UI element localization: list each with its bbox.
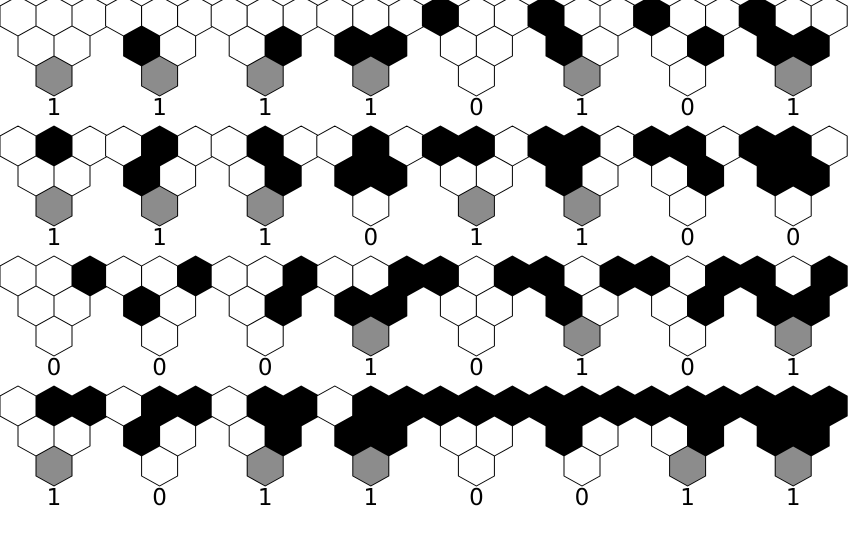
result-hexagon xyxy=(246,315,284,357)
result-hexagon xyxy=(563,55,601,97)
result-hexagon xyxy=(774,185,812,227)
rule-result-label: 1 xyxy=(575,225,590,251)
rule-result-label: 1 xyxy=(47,95,62,121)
result-hexagon xyxy=(246,185,284,227)
rule-cell: 0 xyxy=(527,385,637,511)
result-hexagon xyxy=(35,315,73,357)
rule-cell: 1 xyxy=(738,385,848,511)
result-hexagon xyxy=(35,55,73,97)
rule-result-label: 1 xyxy=(363,485,378,511)
rule-cell: 1 xyxy=(738,0,848,121)
result-hexagon xyxy=(457,185,495,227)
rule-cell: 1 xyxy=(105,125,215,251)
rule-result-label: 1 xyxy=(363,355,378,381)
rule-cell: 1 xyxy=(316,255,426,381)
rule-result-label: 0 xyxy=(575,485,590,511)
rule-cell: 1 xyxy=(210,0,320,121)
rule-cell: 1 xyxy=(210,385,320,511)
rule-result-label: 0 xyxy=(680,355,695,381)
rule-result-label: 1 xyxy=(258,225,273,251)
rule-cell: 1 xyxy=(316,0,426,121)
result-hexagon xyxy=(774,445,812,487)
rule-cell: 0 xyxy=(421,0,531,121)
rule-result-label: 1 xyxy=(575,95,590,121)
result-hexagon xyxy=(352,315,390,357)
result-hexagon xyxy=(141,315,179,357)
rule-result-label: 1 xyxy=(363,95,378,121)
rule-cell: 0 xyxy=(210,255,320,381)
rule-result-label: 1 xyxy=(469,225,484,251)
result-hexagon xyxy=(141,185,179,227)
result-hexagon xyxy=(352,185,390,227)
rule-result-label: 1 xyxy=(152,95,167,121)
rule-cell: 0 xyxy=(0,255,109,381)
rule-cell: 1 xyxy=(527,125,637,251)
result-hexagon xyxy=(669,55,707,97)
rule-result-label: 0 xyxy=(469,485,484,511)
rule-cell: 1 xyxy=(421,125,531,251)
result-hexagon xyxy=(563,445,601,487)
rule-result-label: 0 xyxy=(152,355,167,381)
rule-result-label: 0 xyxy=(47,355,62,381)
rule-cell: 1 xyxy=(527,0,637,121)
rule-result-label: 0 xyxy=(786,225,801,251)
rule-cell: 1 xyxy=(105,0,215,121)
rule-cell: 0 xyxy=(105,385,215,511)
rule-result-label: 1 xyxy=(152,225,167,251)
rule-cell: 0 xyxy=(738,125,848,251)
result-hexagon xyxy=(457,55,495,97)
rule-result-label: 1 xyxy=(786,355,801,381)
rule-result-label: 0 xyxy=(152,485,167,511)
result-hexagon xyxy=(141,55,179,97)
rule-cell: 1 xyxy=(0,0,109,121)
rule-cell: 0 xyxy=(421,255,531,381)
result-hexagon xyxy=(35,185,73,227)
rule-result-label: 1 xyxy=(47,485,62,511)
result-hexagon xyxy=(246,55,284,97)
result-hexagon xyxy=(457,445,495,487)
result-hexagon xyxy=(563,185,601,227)
rule-result-label: 0 xyxy=(469,95,484,121)
rule-result-label: 1 xyxy=(680,485,695,511)
rule-result-label: 0 xyxy=(363,225,378,251)
rule-result-label: 1 xyxy=(786,95,801,121)
rule-cell: 0 xyxy=(633,255,743,381)
rule-cell: 1 xyxy=(527,255,637,381)
rule-result-label: 1 xyxy=(258,95,273,121)
rule-cell: 1 xyxy=(316,385,426,511)
result-hexagon xyxy=(774,55,812,97)
result-hexagon xyxy=(141,445,179,487)
result-hexagon xyxy=(563,315,601,357)
rule-cell: 1 xyxy=(210,125,320,251)
rule-result-label: 0 xyxy=(680,95,695,121)
rule-cell: 0 xyxy=(316,125,426,251)
result-hexagon xyxy=(669,315,707,357)
result-hexagon xyxy=(352,55,390,97)
rule-result-label: 0 xyxy=(469,355,484,381)
rule-cell: 1 xyxy=(738,255,848,381)
rule-result-label: 1 xyxy=(575,355,590,381)
result-hexagon xyxy=(669,445,707,487)
rule-cell: 0 xyxy=(633,0,743,121)
rule-cell: 1 xyxy=(0,125,109,251)
rule-cell: 1 xyxy=(0,385,109,511)
rule-result-label: 1 xyxy=(786,485,801,511)
rule-result-label: 0 xyxy=(680,225,695,251)
result-hexagon xyxy=(246,445,284,487)
rule-cell: 1 xyxy=(633,385,743,511)
rule-cell: 0 xyxy=(633,125,743,251)
result-hexagon xyxy=(669,185,707,227)
result-hexagon xyxy=(457,315,495,357)
result-hexagon xyxy=(352,445,390,487)
result-hexagon xyxy=(774,315,812,357)
rule-result-label: 1 xyxy=(47,225,62,251)
rule-cell: 0 xyxy=(105,255,215,381)
rule-result-label: 0 xyxy=(258,355,273,381)
result-hexagon xyxy=(35,445,73,487)
rule-cell: 0 xyxy=(421,385,531,511)
rule-result-label: 1 xyxy=(258,485,273,511)
